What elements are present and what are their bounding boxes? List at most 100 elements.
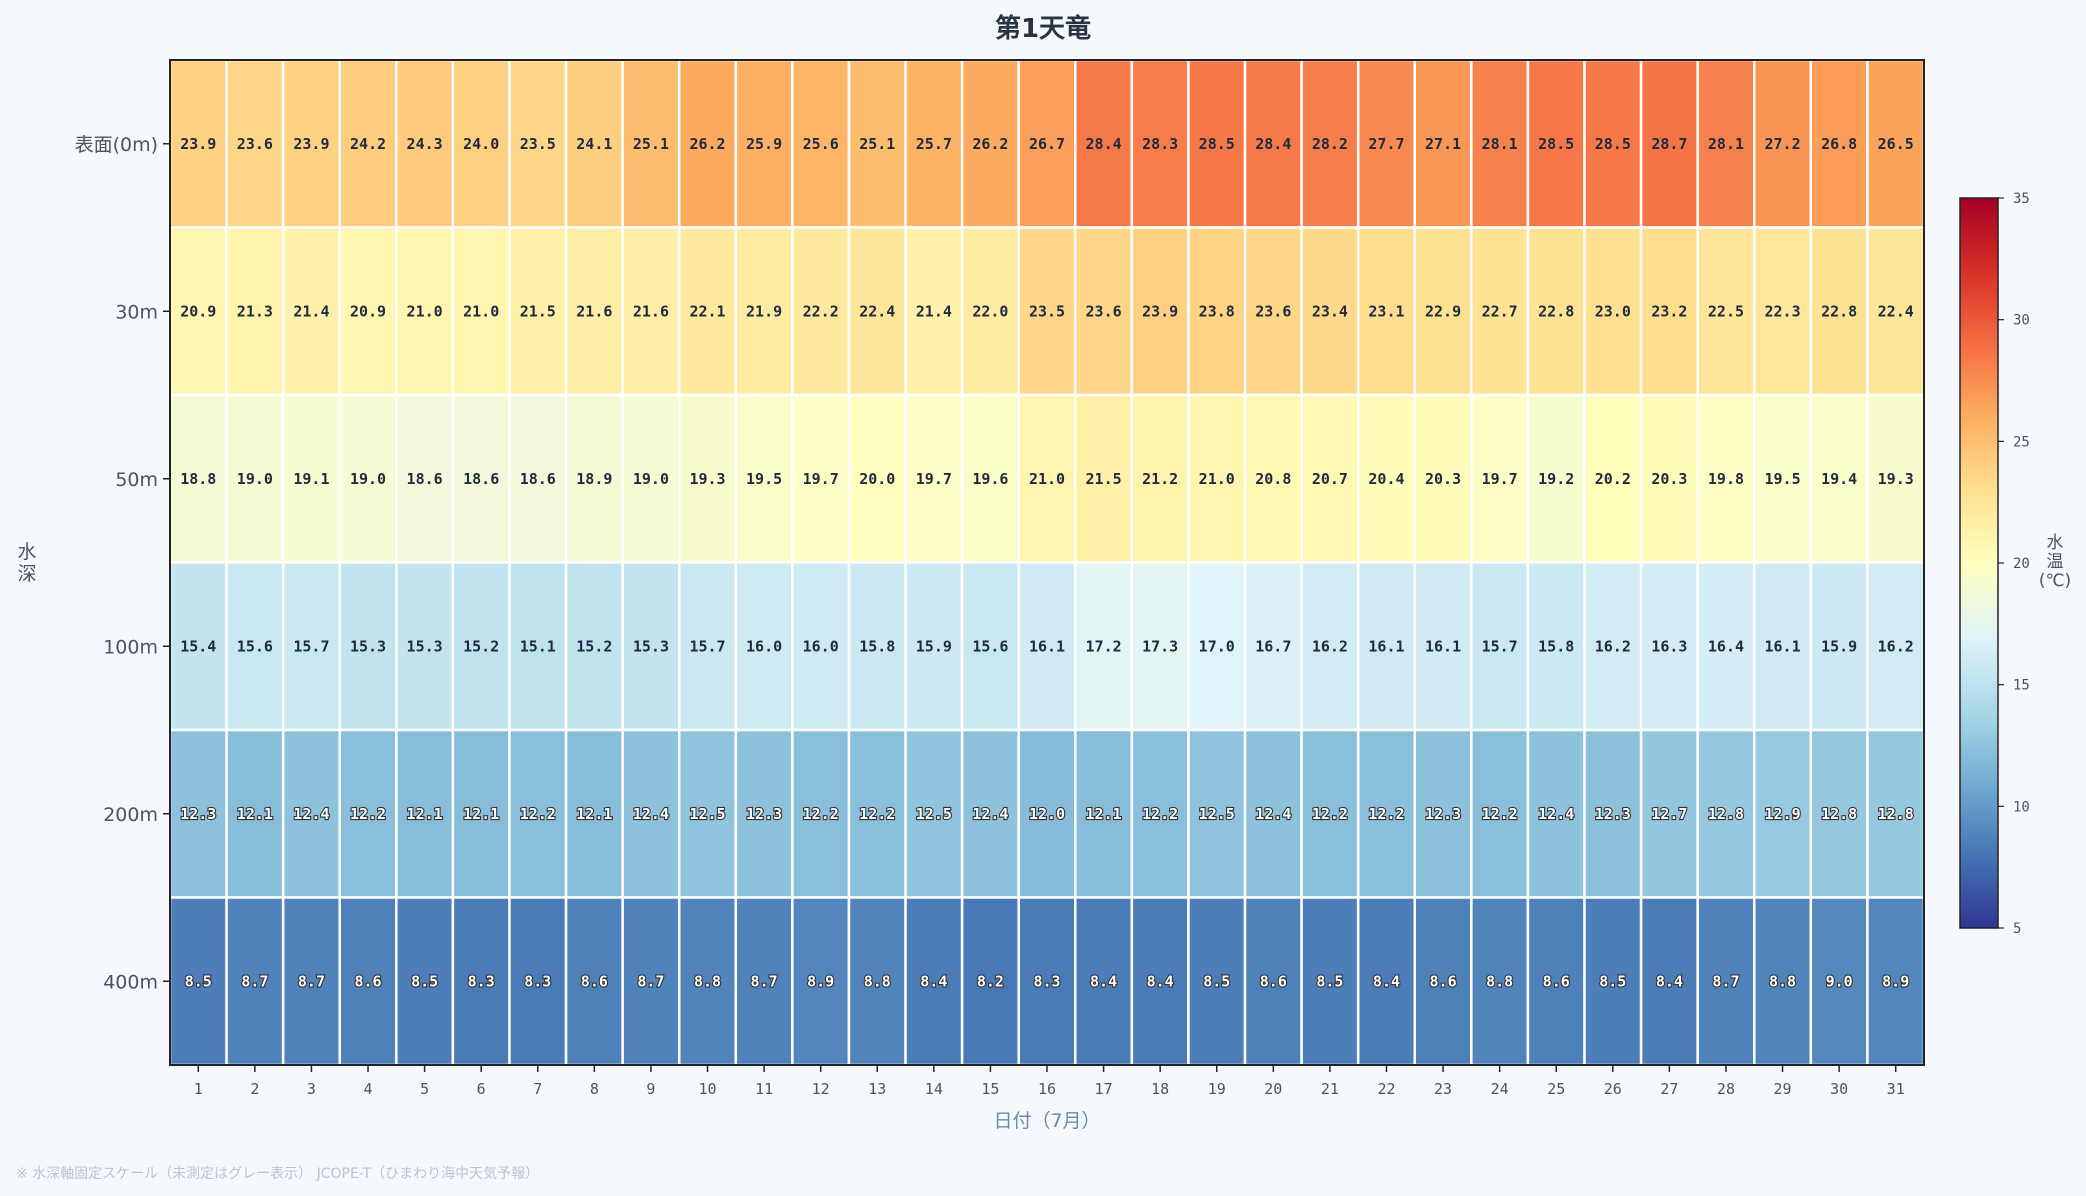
heatmap-cell xyxy=(847,393,907,564)
heatmap-cell xyxy=(1356,226,1417,397)
cell-value-label: 20.4 xyxy=(1368,470,1404,488)
cell-value-label: 22.4 xyxy=(1878,302,1914,320)
colorbar-label-line: (℃) xyxy=(2039,571,2071,591)
cell-value-label: 21.5 xyxy=(520,302,556,320)
cell-value-label: 23.9 xyxy=(293,135,329,153)
heatmap-cell xyxy=(1526,226,1586,397)
cell-value-label: 24.1 xyxy=(576,135,612,153)
cell-value-label: 12.7 xyxy=(1651,805,1687,823)
cell-value-label: 12.1 xyxy=(576,805,612,823)
x-tick-label: 17 xyxy=(1095,1080,1113,1098)
colorbar-tick-label: 30 xyxy=(2013,313,2030,329)
heatmap-cell xyxy=(168,896,228,1067)
heatmap-cell xyxy=(1074,226,1134,397)
cell-value-label: 28.2 xyxy=(1312,135,1348,153)
cell-value-label: 23.6 xyxy=(237,135,273,153)
heatmap-cell xyxy=(1413,393,1473,564)
cell-value-label: 12.2 xyxy=(803,805,839,823)
x-tick-label: 14 xyxy=(925,1080,943,1098)
heatmap-cell xyxy=(904,226,964,397)
cell-value-label: 20.0 xyxy=(859,470,895,488)
colorbar-tick-label: 35 xyxy=(2013,191,2030,207)
heatmap-cell xyxy=(395,728,455,899)
heatmap-cell xyxy=(1639,728,1699,899)
cell-value-label: 8.8 xyxy=(1769,972,1796,990)
heatmap-cell xyxy=(847,896,907,1067)
heatmap-cell xyxy=(1470,728,1530,899)
cell-value-label: 25.6 xyxy=(803,135,839,153)
colorbar-tick-label: 20 xyxy=(2013,556,2030,572)
cell-value-label: 15.2 xyxy=(463,637,499,655)
cell-value-label: 21.2 xyxy=(1142,470,1178,488)
cell-value-label: 12.8 xyxy=(1878,805,1914,823)
cell-value-label: 23.5 xyxy=(520,135,556,153)
heatmap-cell xyxy=(508,896,568,1067)
cell-value-label: 12.2 xyxy=(520,805,556,823)
heatmap-cell xyxy=(1017,393,1077,564)
cell-value-label: 8.8 xyxy=(694,972,721,990)
cell-value-label: 26.2 xyxy=(689,135,725,153)
cell-value-label: 23.9 xyxy=(1142,302,1178,320)
heatmap-cell xyxy=(1187,728,1247,899)
cell-value-label: 18.8 xyxy=(180,470,216,488)
cell-value-label: 20.2 xyxy=(1595,470,1631,488)
cell-value-label: 15.7 xyxy=(689,637,725,655)
cell-value-label: 19.4 xyxy=(1821,470,1857,488)
cell-value-label: 28.3 xyxy=(1142,135,1178,153)
heatmap-cell xyxy=(1017,226,1077,397)
cell-value-label: 21.0 xyxy=(1029,470,1065,488)
heatmap-cell xyxy=(1753,58,1813,229)
cell-value-label: 17.0 xyxy=(1199,637,1235,655)
heatmap-cell xyxy=(1583,728,1643,899)
x-tick-label: 20 xyxy=(1264,1080,1282,1098)
cell-value-label: 28.7 xyxy=(1651,135,1687,153)
cell-value-label: 8.6 xyxy=(1260,972,1287,990)
cell-value-label: 28.5 xyxy=(1538,135,1574,153)
cell-value-label: 19.5 xyxy=(1764,470,1800,488)
heatmap-cell xyxy=(1696,226,1756,397)
cell-value-label: 12.4 xyxy=(633,805,669,823)
cell-value-label: 12.1 xyxy=(237,805,273,823)
x-tick-label: 16 xyxy=(1038,1080,1056,1098)
x-tick-label: 1 xyxy=(194,1080,203,1098)
cell-value-label: 15.4 xyxy=(180,637,216,655)
cell-value-label: 12.2 xyxy=(1142,805,1178,823)
heatmap-cell xyxy=(1074,58,1134,229)
heatmap-cell xyxy=(1187,561,1247,732)
heatmap-cell xyxy=(1639,58,1699,229)
heatmap-cell xyxy=(338,393,398,564)
cell-value-label: 20.9 xyxy=(180,302,216,320)
heatmap-cell xyxy=(1356,393,1417,564)
heatmap-cell xyxy=(225,561,285,732)
cell-value-label: 12.8 xyxy=(1821,805,1857,823)
x-tick-label: 23 xyxy=(1434,1080,1452,1098)
heatmap-cell xyxy=(1243,393,1303,564)
cell-value-label: 12.3 xyxy=(1425,805,1461,823)
cell-value-label: 8.5 xyxy=(411,972,438,990)
cell-value-label: 15.2 xyxy=(576,637,612,655)
heatmap-cell xyxy=(1470,896,1530,1067)
cell-value-label: 19.3 xyxy=(1878,470,1914,488)
heatmap-cell xyxy=(1809,226,1869,397)
cell-value-label: 23.6 xyxy=(1086,302,1122,320)
cell-value-label: 16.1 xyxy=(1029,637,1065,655)
cell-value-label: 26.5 xyxy=(1878,135,1914,153)
cell-value-label: 15.6 xyxy=(237,637,273,655)
y-tick-label: 200m xyxy=(103,804,158,826)
heatmap-cell xyxy=(395,393,455,564)
cell-value-label: 12.2 xyxy=(350,805,386,823)
cell-value-label: 25.1 xyxy=(859,135,895,153)
cell-value-label: 8.8 xyxy=(864,972,891,990)
heatmap-cell xyxy=(1356,561,1417,732)
cell-value-label: 27.7 xyxy=(1368,135,1404,153)
cell-value-label: 24.3 xyxy=(407,135,443,153)
x-tick-label: 18 xyxy=(1151,1080,1169,1098)
cell-value-label: 16.0 xyxy=(746,637,782,655)
cell-value-label: 28.4 xyxy=(1086,135,1122,153)
heatmap-cell xyxy=(1243,226,1303,397)
heatmap-cell xyxy=(1017,58,1077,229)
cell-value-label: 20.3 xyxy=(1651,470,1687,488)
heatmap-cell xyxy=(451,393,511,564)
cell-value-label: 22.5 xyxy=(1708,302,1744,320)
x-tick-label: 11 xyxy=(755,1080,773,1098)
